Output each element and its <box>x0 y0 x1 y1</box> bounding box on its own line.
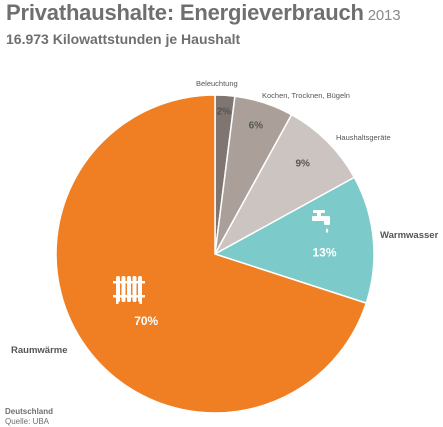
pie-slices <box>55 94 375 414</box>
percent-labels: 2% 6% 9% 13% 70% <box>134 106 337 328</box>
slice-category-label: Kochen, Trocknen, Bügeln <box>262 91 350 100</box>
slice-percent-label: 13% <box>312 246 336 260</box>
category-labels: Beleuchtung Kochen, Trocknen, Bügeln Haush… <box>11 79 439 356</box>
slice-percent-label: 70% <box>134 314 158 328</box>
title-text: Privathaushalte: Energieverbrauch <box>6 0 364 25</box>
pie-slice <box>213 113 356 256</box>
chart-title: Privathaushalte: Energieverbrauch 2013 <box>6 0 401 26</box>
slice-percent-label: 6% <box>249 120 264 131</box>
water-tap-icon <box>312 210 330 233</box>
slice-category-label: Haushaltsgeräte <box>336 133 391 142</box>
slice-percent-label: 9% <box>295 158 310 169</box>
pie-slice <box>213 176 375 305</box>
slice-category-label: Warmwasser <box>380 230 439 241</box>
footer-region: Deutschland <box>5 407 54 416</box>
pie-slice <box>55 94 368 414</box>
title-year: 2013 <box>367 7 401 24</box>
slice-percent-label: 2% <box>217 106 232 117</box>
chart-subtitle: 16.973 Kilowattstunden je Haushalt <box>6 31 241 47</box>
chart-footer: Deutschland Quelle: UBA <box>5 407 53 427</box>
radiator-icon <box>113 276 145 304</box>
slice-category-label: Raumwärme <box>11 345 68 356</box>
slice-category-label: Beleuchtung <box>196 79 238 88</box>
footer-source: Quelle: UBA <box>5 417 50 426</box>
